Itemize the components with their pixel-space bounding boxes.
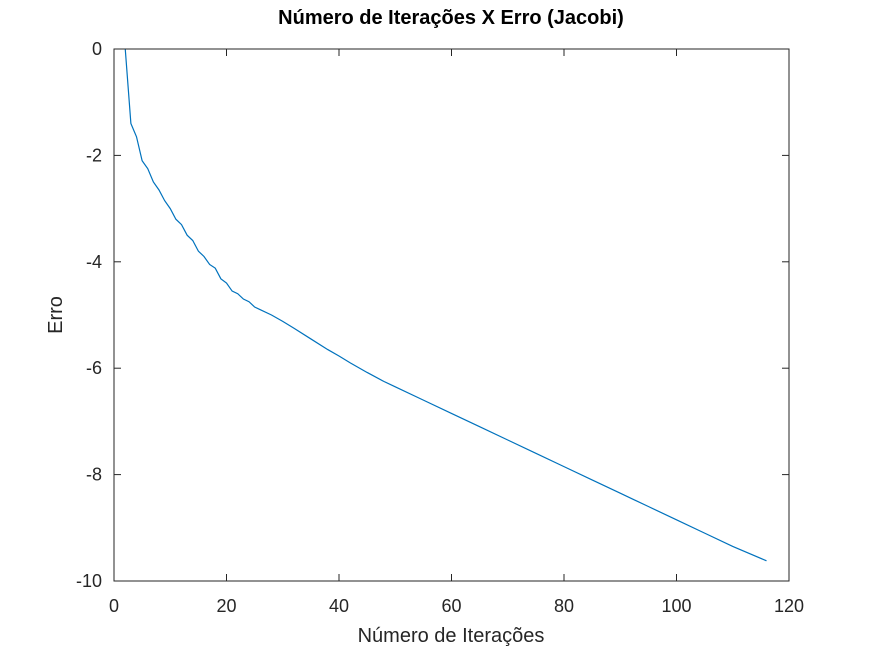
plot-background bbox=[114, 49, 789, 581]
y-tick-label: 0 bbox=[92, 39, 102, 59]
y-tick-label: -10 bbox=[76, 571, 102, 591]
series-line bbox=[124, 48, 767, 562]
chart-title: Número de Iterações X Erro (Jacobi) bbox=[278, 7, 624, 29]
y-tick-label: -8 bbox=[86, 465, 102, 485]
y-tick-label: -4 bbox=[86, 252, 102, 272]
x-axis-label: Número de Iterações bbox=[358, 625, 545, 647]
tick-labels: 0 20 40 60 80 100 120 0 -2 -4 -6 -8 -10 bbox=[76, 39, 804, 616]
x-tick-label: 60 bbox=[441, 596, 461, 616]
x-tick-label: 80 bbox=[554, 596, 574, 616]
y-tick-label: -6 bbox=[86, 358, 102, 378]
x-tick-label: 40 bbox=[329, 596, 349, 616]
plot-box bbox=[113, 48, 790, 582]
y-tick-label: -2 bbox=[86, 145, 102, 165]
x-tick-label: 100 bbox=[661, 596, 691, 616]
x-tick-label: 120 bbox=[774, 596, 804, 616]
x-tick-label: 20 bbox=[216, 596, 236, 616]
y-axis-label: Erro bbox=[45, 296, 67, 334]
x-tick-label: 0 bbox=[109, 596, 119, 616]
